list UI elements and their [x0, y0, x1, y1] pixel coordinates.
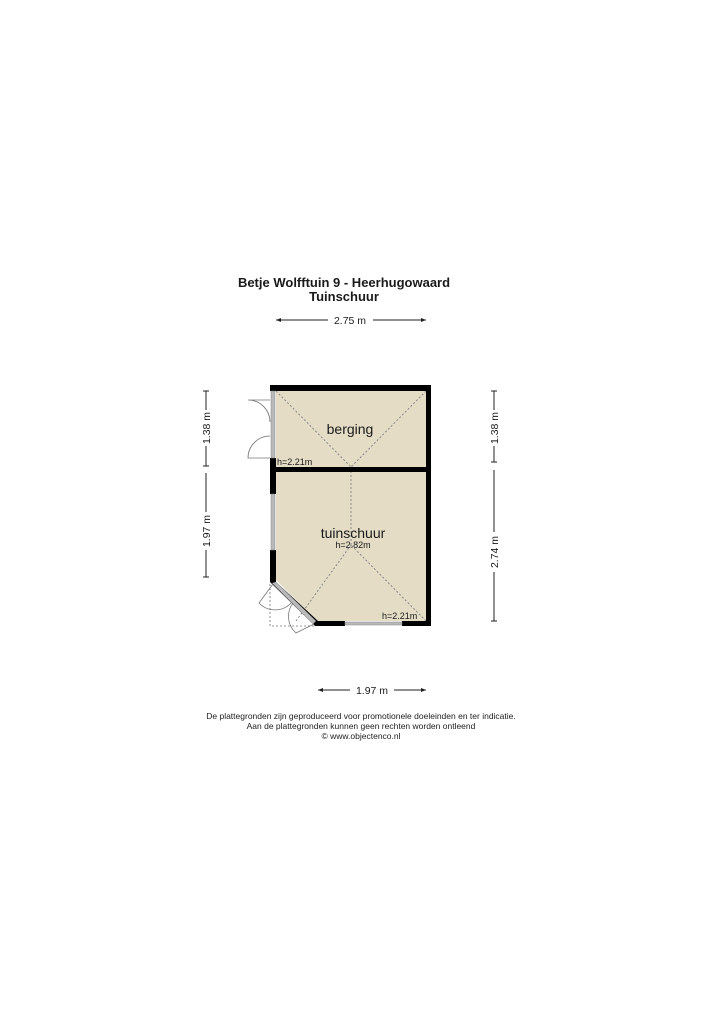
svg-text:1.97 m: 1.97 m [356, 685, 388, 697]
room-height-berging: h=2.21m [277, 457, 312, 467]
door-berging [247, 399, 271, 459]
door-tuinschuur [258, 583, 315, 634]
svg-text:2.75 m: 2.75 m [334, 315, 366, 327]
room-height-tuinschuur-corner: h=2.21m [382, 611, 417, 621]
disclaimer-line-2: Aan de plattegronden kunnen geen rechten… [247, 721, 476, 731]
room-height-tuinschuur: h=2.82m [335, 540, 370, 550]
roof-lines [275, 390, 427, 622]
room-label-tuinschuur: tuinschuur [321, 525, 386, 541]
svg-text:2.74 m: 2.74 m [489, 536, 501, 568]
plan-title: Betje Wolfftuin 9 - Heerhugowaard [238, 275, 450, 290]
svg-text:1.38 m: 1.38 m [489, 412, 501, 444]
dimension-left-upper: 1.38 m [201, 390, 213, 467]
room-tuinschuur-floor [276, 472, 426, 621]
window-chamfer [272, 582, 316, 624]
dimension-left-lower: 1.97 m [201, 473, 213, 578]
dimension-right-lower: 2.74 m [489, 470, 501, 622]
dimension-right-upper: 1.38 m [489, 390, 501, 463]
disclaimer-line-1: De plattegronden zijn geproduceerd voor … [206, 711, 516, 721]
plan-subtitle: Tuinschuur [309, 289, 379, 304]
svg-text:1.97 m: 1.97 m [201, 515, 213, 547]
dimension-bottom: 1.97 m [318, 685, 426, 697]
room-berging-floor [276, 391, 426, 467]
copyright: © www.objectenco.nl [321, 731, 400, 741]
svg-text:1.38 m: 1.38 m [201, 412, 213, 444]
dimension-top: 2.75 m [276, 315, 426, 327]
windows [270, 390, 403, 626]
room-label-berging: berging [327, 421, 374, 437]
